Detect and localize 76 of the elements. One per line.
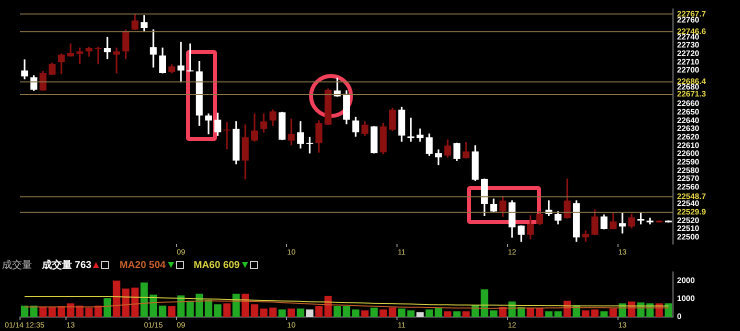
bar [490,310,498,317]
bar [122,288,130,317]
text: MA60 609 [194,260,240,270]
bar [214,304,222,317]
y-tick-label: 22520 [677,216,700,225]
y-tick-label: 22620 [677,132,700,142]
bar [434,308,442,317]
y-tick-label: 22510 [677,224,700,234]
bar [112,280,120,317]
bar [296,308,304,317]
bar [554,311,562,317]
bar [39,306,47,317]
y-tick-label: 22600 [677,149,700,158]
candlestick [223,122,230,150]
bar [85,308,93,317]
y-tick-label: 1000 [677,294,696,304]
ref-line-label: 22671.3 [677,90,706,99]
bar [600,311,608,317]
bar [388,308,396,317]
y-tick-label: 22760 [677,16,700,25]
y-tick-label: 22720 [677,49,700,58]
bar [342,306,350,317]
ref-line-label: 22746.6 [677,26,706,36]
y-tick-label: 22570 [677,174,700,184]
bar [380,309,387,317]
bar [334,306,341,317]
bar [306,309,314,317]
bar [426,309,433,317]
bar [104,298,112,317]
bar [158,306,166,317]
bar [545,311,553,317]
bar [444,311,452,317]
y-tick-label: 22580 [677,166,700,175]
y-tick-label: 22710 [677,57,700,66]
y-tick-label: 22540 [677,199,700,208]
bar [352,309,360,317]
bar [462,311,470,317]
bar [499,306,507,317]
y-tick-label: 22650 [677,107,700,116]
bar [250,304,258,317]
bar [370,308,378,317]
bar [453,311,461,317]
candlestick [178,42,184,83]
bar [94,306,102,317]
y-tick-label: 22630 [677,124,700,134]
candlestick [113,48,120,74]
candlestick [205,114,212,134]
y-tick-label: 22590 [677,157,700,166]
y-tick-label: 22500 [677,232,700,242]
bar [232,294,240,317]
text: MA20 504 [119,260,166,270]
bar [518,306,525,317]
y-tick-label: 22660 [677,99,700,108]
ref-line-label: 22529.9 [677,208,706,217]
y-tick-label: 22700 [677,66,700,75]
bar [288,308,295,317]
ref-line-label: 22767.7 [677,9,706,18]
y-tick-label: 22610 [677,140,700,150]
bar [416,312,424,317]
bar [168,306,176,317]
bar [223,303,231,317]
y-tick-label: 22560 [677,182,700,192]
bar [315,306,323,317]
bar [242,294,250,317]
bar [664,303,672,317]
y-tick-label: 2000 [677,276,696,286]
bar [610,308,617,317]
bar [361,310,369,317]
y-tick-label: 0 [677,312,682,322]
text: 成交量 763 [42,258,92,272]
y-tick-label: 22730 [677,40,700,50]
y-tick-label: 22640 [677,116,700,125]
ref-line-label: 22548.7 [677,192,706,201]
bar [324,296,332,317]
chart-title: 成交量 [2,258,32,272]
bar [278,309,286,317]
